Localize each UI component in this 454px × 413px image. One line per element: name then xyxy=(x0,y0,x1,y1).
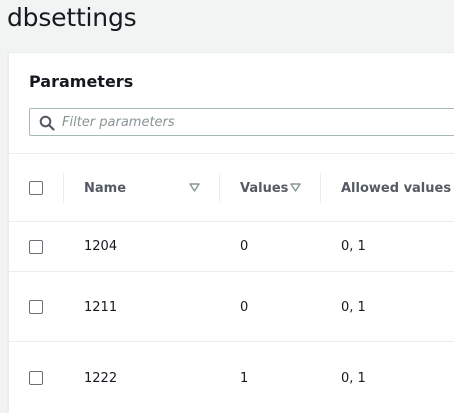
parameter-allowed-values: 0, 1 xyxy=(341,300,366,315)
column-header-name[interactable]: Name xyxy=(84,181,127,196)
table-top-divider xyxy=(9,153,454,154)
parameter-allowed-values: 0, 1 xyxy=(341,371,366,386)
table-row[interactable]: 1204 0 0, 1 xyxy=(9,221,454,272)
table-header-row: Name Values Allowed values xyxy=(9,153,454,222)
parameter-value: 0 xyxy=(240,239,249,254)
column-divider xyxy=(63,173,64,203)
row-checkbox[interactable] xyxy=(29,300,43,314)
parameter-name: 1204 xyxy=(84,239,118,254)
parameter-value: 0 xyxy=(240,300,249,315)
sort-down-icon[interactable] xyxy=(290,183,301,192)
filter-parameters-input[interactable] xyxy=(62,112,452,132)
parameter-allowed-values: 0, 1 xyxy=(341,239,366,254)
page-title: dbsettings xyxy=(7,3,137,32)
sort-down-icon[interactable] xyxy=(189,183,200,192)
column-header-allowed-values[interactable]: Allowed values xyxy=(341,181,452,196)
parameter-value: 1 xyxy=(240,371,249,386)
parameters-header: Parameters xyxy=(29,72,134,91)
column-header-values[interactable]: Values xyxy=(240,181,289,196)
row-checkbox[interactable] xyxy=(29,371,43,385)
table-row[interactable]: 1222 1 0, 1 xyxy=(9,341,454,411)
table-row[interactable]: 1211 0 0, 1 xyxy=(9,271,454,342)
filter-box[interactable] xyxy=(29,108,454,136)
column-divider xyxy=(219,173,220,203)
column-divider xyxy=(320,173,321,203)
parameters-panel: Parameters Name Values Allowed values xyxy=(8,52,454,413)
search-icon xyxy=(39,115,55,131)
select-all-checkbox[interactable] xyxy=(29,181,43,195)
parameter-name: 1222 xyxy=(84,371,118,386)
row-checkbox[interactable] xyxy=(29,240,43,254)
parameter-name: 1211 xyxy=(84,300,118,315)
